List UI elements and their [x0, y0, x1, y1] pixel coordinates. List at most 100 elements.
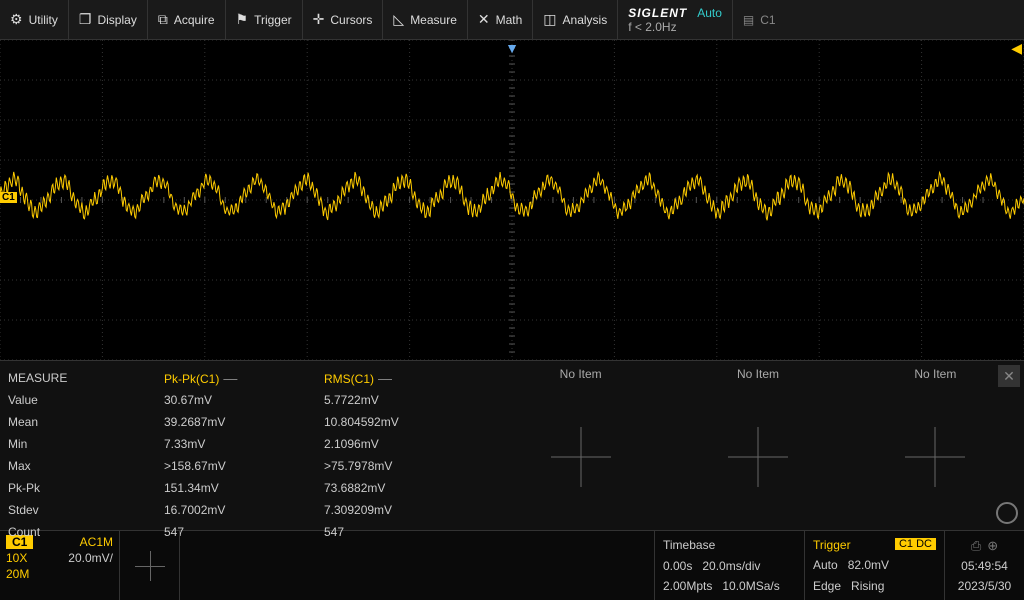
menu-measure[interactable]: ◺ Measure [383, 0, 467, 39]
utility-icon: ⚙ [10, 11, 23, 28]
measure-value: 7.309209mV [324, 503, 484, 517]
menu-label: Math [496, 13, 523, 27]
trigger-position-marker[interactable]: ▼ [505, 40, 519, 56]
brand-status-area: SIGLENT Auto f < 2.0Hz [618, 0, 733, 39]
trigger-mode: Auto [813, 558, 838, 572]
menu-label: Trigger [254, 13, 292, 27]
menu-label: Utility [29, 13, 58, 27]
measure-empty-slots: No Item No Item No Item [492, 361, 1024, 530]
menu-math[interactable]: ✕ Math [468, 0, 533, 39]
clock-date: 2023/5/30 [958, 579, 1011, 593]
measure-header-label: MEASURE [8, 371, 164, 385]
measure-column-0[interactable]: Pk-Pk(C1)— [164, 370, 324, 386]
timebase-position: 0.00s [663, 559, 692, 573]
channel-1-zero-marker[interactable]: C1 [0, 192, 17, 203]
measure-value: 5.7722mV [324, 393, 484, 407]
connection-time-box: ⎙ ⊕ 05:49:54 2023/5/30 [944, 531, 1024, 600]
timebase-box[interactable]: Timebase 0.00s 20.0ms/div 2.00Mpts 10.0M… [654, 531, 804, 600]
measure-row: Value30.67mV5.7722mV [8, 389, 484, 411]
measure-row-label: Mean [8, 415, 164, 429]
channel-1-bw: 20M [6, 567, 29, 581]
measure-row: Mean39.2687mV10.804592mV [8, 411, 484, 433]
channel-indicator-area: ▤ C1 [733, 0, 786, 39]
menu-label: Analysis [563, 13, 608, 27]
no-item-label: No Item [914, 367, 956, 381]
menu-analysis[interactable]: ◫ Analysis [533, 0, 618, 39]
measure-value: 16.7002mV [164, 503, 324, 517]
measure-value: 547 [164, 525, 324, 539]
menu-trigger[interactable]: ⚑ Trigger [226, 0, 303, 39]
timebase-memory: 2.00Mpts [663, 579, 712, 593]
freq-counter: f < 2.0Hz [628, 20, 722, 34]
measure-row-label: Stdev [8, 503, 164, 517]
menu-label: Acquire [174, 13, 215, 27]
plus-icon [905, 427, 965, 487]
trigger-source-badge: C1 DC [895, 538, 936, 550]
top-menubar: ⚙ Utility ❐ Display ⧉ Acquire ⚑ Trigger ✛ Cursors… [0, 0, 1024, 40]
menu-label: Measure [410, 13, 457, 27]
close-measure-button[interactable]: ✕ [998, 365, 1020, 387]
measure-row-label: Pk-Pk [8, 481, 164, 495]
menu-label: Cursors [330, 13, 372, 27]
timebase-title: Timebase [663, 538, 796, 552]
menu-label: Display [97, 13, 136, 27]
trigger-type: Edge [813, 579, 841, 593]
channel-1-vdiv: 20.0mV/ [68, 551, 113, 565]
bottom-statusbar: C1 AC1M 10X 20.0mV/ 20M Timebase 0.00s 2… [0, 530, 1024, 600]
measure-value: 2.1096mV [324, 437, 484, 451]
network-icon: ⊕ [987, 538, 998, 554]
no-item-label: No Item [560, 367, 602, 381]
measure-row-label: Max [8, 459, 164, 473]
measure-value: >158.67mV [164, 459, 324, 473]
menu-acquire[interactable]: ⧉ Acquire [148, 0, 226, 39]
waveform-grid [0, 40, 1024, 360]
brand-label: SIGLENT [628, 6, 687, 20]
measure-empty-slot[interactable]: No Item [492, 367, 669, 487]
measure-value: 30.67mV [164, 393, 324, 407]
menu-cursors[interactable]: ✛ Cursors [303, 0, 384, 39]
measure-row: Stdev16.7002mV7.309209mV [8, 499, 484, 521]
measure-row: Count547547 [8, 521, 484, 543]
cursor-indicator-box[interactable] [120, 531, 180, 600]
channel-indicator-label: C1 [760, 13, 775, 27]
usb-icon: ⎙ [971, 538, 981, 554]
crosshair-icon [135, 551, 165, 581]
timebase-scale: 20.0ms/div [702, 559, 760, 573]
menu-utility[interactable]: ⚙ Utility [0, 0, 69, 39]
measure-value: 73.6882mV [324, 481, 484, 495]
menu-display[interactable]: ❐ Display [69, 0, 148, 39]
trigger-icon: ⚑ [236, 11, 249, 28]
plus-icon [728, 427, 788, 487]
waveform-display[interactable]: ▼ ◀ C1 [0, 40, 1024, 360]
no-item-label: No Item [737, 367, 779, 381]
measure-row-label: Value [8, 393, 164, 407]
measure-value: >75.7978mV [324, 459, 484, 473]
measure-empty-slot[interactable]: No Item [669, 367, 846, 487]
run-mode-label[interactable]: Auto [697, 6, 722, 20]
measure-row: Max>158.67mV>75.7978mV [8, 455, 484, 477]
history-button[interactable] [996, 502, 1018, 524]
measure-column-1[interactable]: RMS(C1)— [324, 370, 484, 386]
trigger-box[interactable]: Trigger C1 DC Auto 82.0mV Edge Rising [804, 531, 944, 600]
math-icon: ✕ [478, 11, 490, 28]
acquire-icon: ⧉ [158, 11, 168, 28]
measure-row: Pk-Pk151.34mV73.6882mV [8, 477, 484, 499]
clock-time: 05:49:54 [961, 559, 1008, 573]
measure-icon: ◺ [393, 11, 404, 28]
measure-row-label: Min [8, 437, 164, 451]
plus-icon [551, 427, 611, 487]
trigger-level: 82.0mV [848, 558, 889, 572]
storage-icon: ▤ [743, 13, 754, 27]
trigger-title: Trigger [813, 538, 851, 552]
measure-row: Min7.33mV2.1096mV [8, 433, 484, 455]
display-icon: ❐ [79, 11, 92, 28]
measure-value: 151.34mV [164, 481, 324, 495]
measure-value: 7.33mV [164, 437, 324, 451]
cursors-icon: ✛ [313, 11, 325, 28]
measure-value: 39.2687mV [164, 415, 324, 429]
measure-panel: MEASUREPk-Pk(C1)—RMS(C1)— Value30.67mV5.… [0, 360, 1024, 530]
measure-table: MEASUREPk-Pk(C1)—RMS(C1)— Value30.67mV5.… [0, 361, 492, 530]
trigger-level-marker[interactable]: ◀ [1011, 40, 1022, 57]
analysis-icon: ◫ [543, 11, 556, 28]
measure-value: 10.804592mV [324, 415, 484, 429]
